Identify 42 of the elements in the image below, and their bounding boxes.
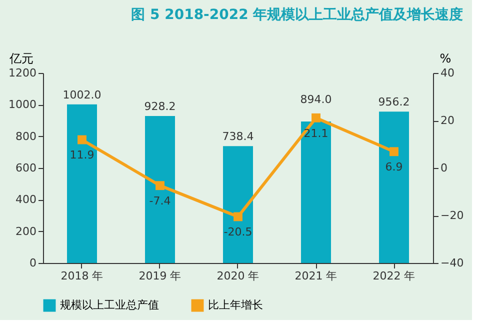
point: [312, 113, 320, 122]
y2-tick-label: 40: [440, 66, 454, 80]
y-tick-label: 400: [16, 193, 36, 206]
y-tick-label: 1000: [8, 98, 36, 112]
y-tick-label: 1200: [8, 66, 36, 80]
y2-tick-label: −20: [440, 209, 464, 222]
y-tick-label: 800: [16, 130, 36, 143]
bar: [223, 146, 253, 263]
data-label: 956.2: [378, 96, 410, 109]
data-label: -7.4: [149, 194, 171, 208]
x-tick-label: 2021 年: [294, 270, 338, 282]
data-label: 21.1: [304, 126, 328, 140]
data-label: 1002.0: [62, 88, 102, 102]
legend-label: 规模以上工业总产值: [60, 298, 159, 312]
chart-title: 图 5 2018-2022 年规模以上工业总产值及增长速度: [131, 6, 464, 23]
bar: [379, 112, 409, 263]
data-label: 738.4: [222, 130, 254, 144]
y2-axis-title: %: [440, 52, 452, 66]
point: [390, 147, 398, 156]
bar: [301, 121, 331, 263]
y-tick-label: 0: [30, 256, 36, 270]
data-label: 11.9: [70, 148, 94, 162]
x-tick-label: 2018 年: [60, 270, 104, 282]
bar: [67, 104, 97, 263]
data-label: 928.2: [144, 100, 176, 114]
y2-tick-label: 20: [440, 114, 454, 127]
y-tick-label: 200: [16, 224, 36, 238]
y-tick-label: 600: [16, 162, 36, 174]
x-tick-label: 2020 年: [216, 270, 260, 282]
y-axis-title: 亿元: [8, 52, 34, 66]
y2-tick-label: −40: [440, 256, 464, 270]
point: [156, 181, 164, 190]
y2-tick-label: 0: [440, 162, 448, 174]
x-tick-label: 2022 年: [372, 270, 416, 282]
point: [78, 135, 86, 144]
bar: [145, 116, 175, 263]
data-label: 894.0: [300, 92, 332, 106]
data-label: -20.5: [224, 226, 252, 239]
data-label: 6.9: [385, 160, 403, 174]
x-tick-label: 2019 年: [138, 270, 182, 282]
legend-label: 比上年增长: [208, 298, 263, 312]
point: [234, 212, 242, 222]
